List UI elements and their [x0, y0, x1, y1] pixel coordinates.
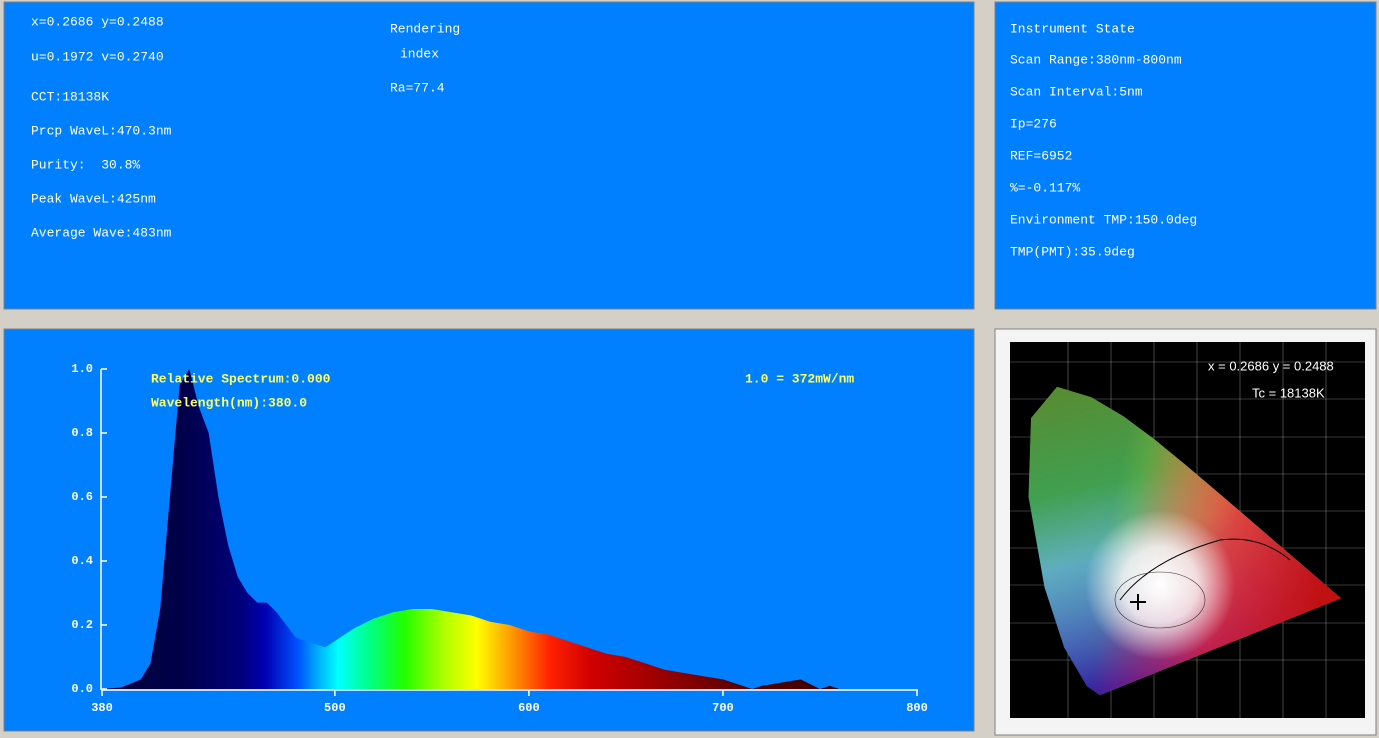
x-tick-label: 500 — [324, 701, 346, 715]
spectrum-chart: 0.0 0.2 0.4 0.6 0.8 1.0 380 500 600 700 800 — [71, 362, 927, 715]
instrument-line: Ip=276 — [1010, 116, 1057, 131]
y-tick-label: 1.0 — [71, 362, 93, 376]
instrument-line: Scan Interval:5nm — [1010, 84, 1143, 99]
rendering-subtitle: index — [400, 46, 439, 61]
cie-tc: Tc = 18138K — [1252, 385, 1325, 400]
instrument-lines: Scan Range:380nm-800nm Scan Interval:5nm I… — [1010, 52, 1197, 259]
spectrum-area — [102, 369, 840, 689]
x-tick-label: 700 — [712, 701, 734, 715]
readout-value: Relative Spectrum:0.000 — [151, 371, 331, 386]
instrument-title: Instrument State — [1010, 21, 1135, 36]
instrument-line: REF=6952 — [1010, 148, 1072, 163]
x-tick-label: 380 — [91, 701, 113, 715]
cct-text: CCT:18138K — [31, 89, 109, 104]
instrument-line: %=-0.117% — [1010, 180, 1080, 195]
scale-note: 1.0 = 372mW/nm — [745, 371, 854, 386]
x-tick-label: 800 — [906, 701, 928, 715]
instrument-panel — [994, 1, 1377, 310]
instrument-line: Scan Range:380nm-800nm — [1010, 52, 1182, 67]
average-text: Average Wave:483nm — [31, 225, 172, 240]
purity-text: Purity: 30.8% — [31, 157, 140, 172]
prcp-text: Prcp WaveL:470.3nm — [31, 123, 172, 138]
cie-coords: x = 0.2686 y = 0.2488 — [1208, 358, 1334, 373]
y-tick-label: 0.0 — [71, 682, 93, 696]
cie-point — [1130, 594, 1146, 610]
instrument-line: Environment TMP:150.0deg — [1010, 212, 1197, 227]
rendering-title: Rendering — [390, 21, 460, 36]
y-tick-label: 0.2 — [71, 618, 93, 632]
y-tick-label: 0.8 — [71, 426, 93, 440]
color-panel — [3, 1, 975, 310]
xy-text: x=0.2686 y=0.2488 — [31, 14, 164, 29]
readout-wavelength: Wavelength(nm):380.0 — [151, 395, 307, 410]
ra-text: Ra=77.4 — [390, 80, 445, 95]
y-tick-label: 0.4 — [71, 554, 93, 568]
x-tick-label: 600 — [518, 701, 540, 715]
uv-text: u=0.1972 v=0.2740 — [31, 49, 164, 64]
instrument-line: TMP(PMT):35.9deg — [1010, 244, 1135, 259]
y-tick-label: 0.6 — [71, 490, 93, 504]
peak-text: Peak WaveL:425nm — [31, 191, 156, 206]
